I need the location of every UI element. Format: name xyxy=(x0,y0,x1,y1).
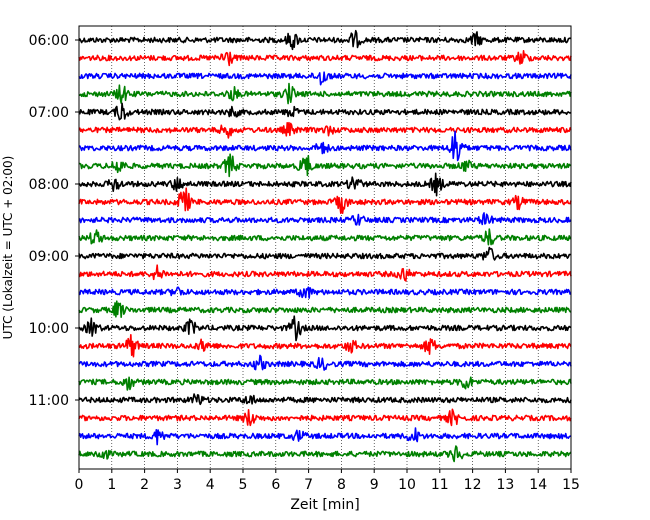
y-tick-label: 08:00 xyxy=(29,177,69,193)
x-tick-label: 9 xyxy=(370,477,379,493)
y-axis-title: UTC (Lokalzeit = UTC + 02:00) xyxy=(1,156,15,340)
trace-0630 xyxy=(78,71,572,86)
x-tick-label: 15 xyxy=(562,477,580,493)
y-tick-label: 09:00 xyxy=(29,249,69,265)
trace-0715 xyxy=(78,121,572,139)
x-tick-label: 7 xyxy=(304,477,313,493)
x-tick-label: 0 xyxy=(75,477,84,493)
x-tick-label: 13 xyxy=(496,477,514,493)
trace-0745 xyxy=(78,153,572,178)
y-tick-label: 06:00 xyxy=(29,33,69,49)
x-tick-label: 6 xyxy=(271,477,280,493)
trace-1115 xyxy=(78,408,572,427)
x-tick-label: 1 xyxy=(107,477,116,493)
y-tick-label: 07:00 xyxy=(29,105,69,121)
y-axis-ticks: 06:00 07:00 08:00 09:00 10:00 11:00 xyxy=(29,33,79,409)
x-tick-label: 8 xyxy=(337,477,346,493)
y-tick-label: 11:00 xyxy=(29,393,69,409)
traces xyxy=(78,29,572,463)
x-tick-label: 2 xyxy=(140,477,149,493)
x-axis-title: Zeit [min] xyxy=(290,497,359,513)
trace-0730 xyxy=(78,130,572,162)
trace-1100 xyxy=(78,393,572,406)
y-tick-label: 10:00 xyxy=(29,321,69,337)
trace-0815 xyxy=(78,187,572,215)
grid-lines xyxy=(111,26,539,469)
plot-frame xyxy=(78,25,572,470)
x-tick-label: 12 xyxy=(464,477,482,493)
trace-0615 xyxy=(78,50,572,67)
trace-0930 xyxy=(78,286,572,299)
trace-0945 xyxy=(78,300,572,318)
x-tick-label: 10 xyxy=(398,477,416,493)
trace-0700 xyxy=(78,102,572,121)
trace-0900 xyxy=(78,246,572,261)
trace-0600 xyxy=(78,29,572,51)
trace-1145 xyxy=(78,445,572,463)
x-tick-label: 14 xyxy=(529,477,547,493)
x-tick-label: 5 xyxy=(239,477,248,493)
trace-1030 xyxy=(78,354,572,371)
x-tick-label: 3 xyxy=(173,477,182,493)
trace-1000 xyxy=(78,315,572,342)
trace-0800 xyxy=(78,172,572,197)
trace-1130 xyxy=(78,427,572,446)
trace-0915 xyxy=(78,264,572,282)
x-tick-label: 4 xyxy=(206,477,215,493)
trace-1015 xyxy=(78,334,572,358)
trace-0645 xyxy=(78,82,572,105)
trace-0830 xyxy=(79,212,572,226)
x-tick-label: 11 xyxy=(431,477,449,493)
trace-1045 xyxy=(78,376,572,391)
trace-0845 xyxy=(78,228,572,246)
x-axis-ticks: 0 1 2 3 4 5 6 7 8 9 10 11 12 13 14 15 xyxy=(75,469,580,493)
